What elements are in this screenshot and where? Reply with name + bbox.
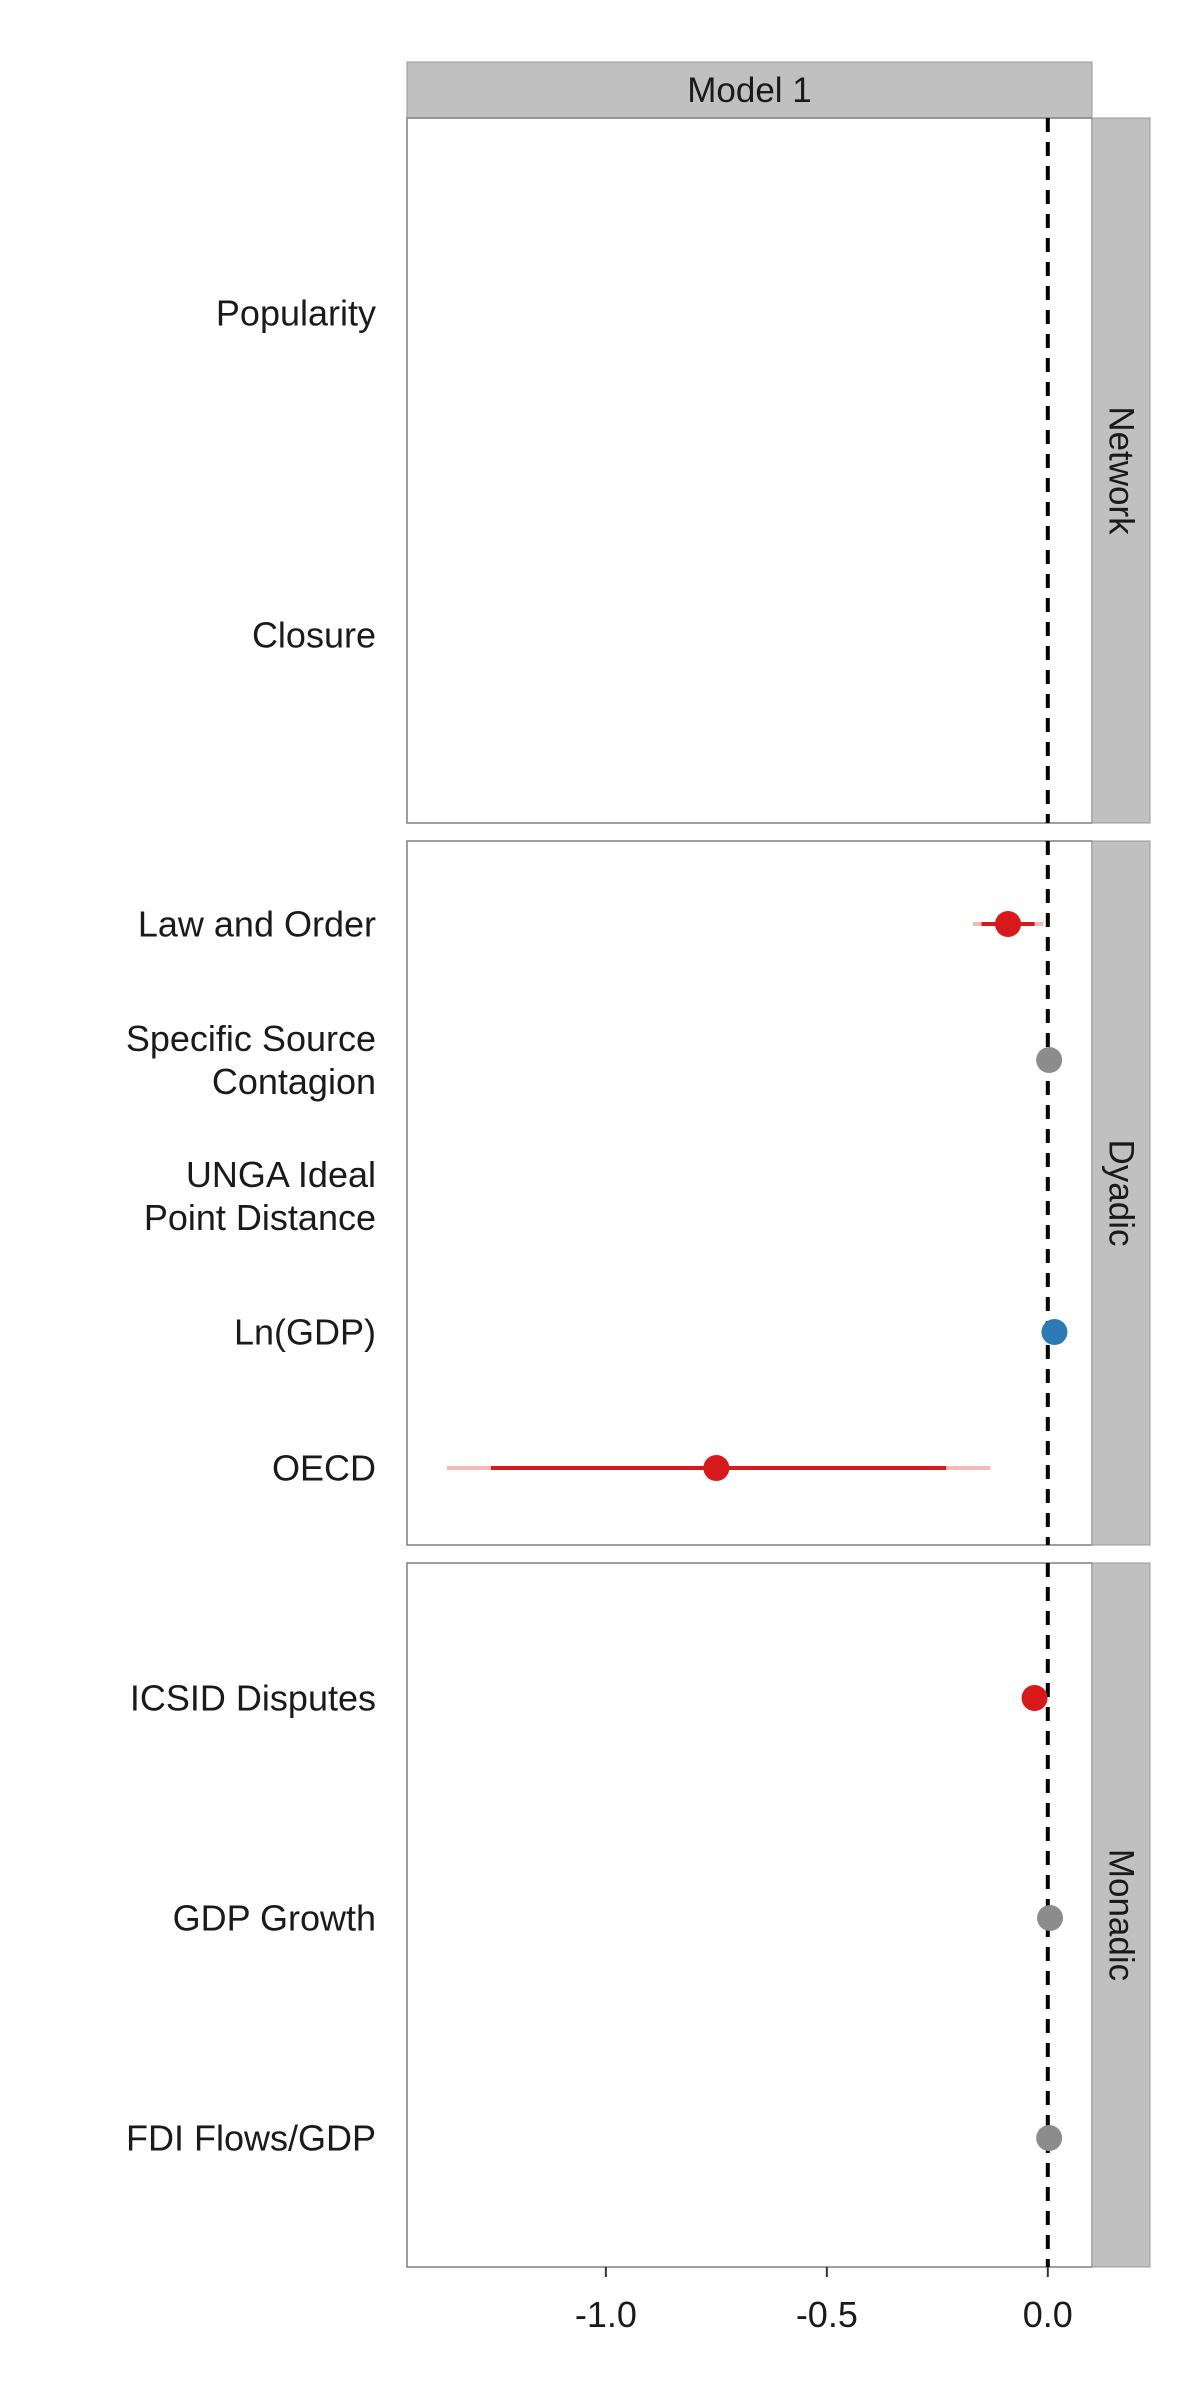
row-label: GDP Growth [173, 1898, 376, 1939]
row-label: FDI Flows/GDP [126, 2118, 376, 2159]
panel-strip [1091, 117, 1151, 824]
term-ln-gdp-: Ln(GDP) [234, 1312, 1068, 1353]
estimate-point [995, 911, 1022, 937]
term-law-and-order: Law and Order [138, 904, 1044, 945]
term-closure: Closure [252, 615, 376, 656]
x-axis: -1.0 -0.5 0.0 [575, 2267, 1073, 2335]
row-label: UNGA Ideal [186, 1154, 376, 1195]
estimate-point [1036, 2125, 1063, 2151]
estimate-point [1036, 1047, 1063, 1073]
facet-panel-dyadic: Dyadic Law and Order Specific SourceContag… [126, 840, 1151, 1546]
facet-panel-network: Network Popularity Closure [216, 117, 1151, 824]
panel-strip-label: Monadic [1102, 1849, 1141, 1981]
term-popularity: Popularity [216, 293, 376, 334]
facet-panel-monadic: Monadic ICSID Disputes GDP Growth FDI Flows… [126, 1562, 1151, 2268]
panel-border [406, 840, 1093, 1546]
term-icsid-disputes: ICSID Disputes [130, 1678, 1048, 1719]
term-oecd: OECD [272, 1448, 991, 1489]
row-label: Contagion [212, 1061, 376, 1102]
x-tick-label: -0.5 [796, 2294, 858, 2335]
row-label: Popularity [216, 293, 376, 334]
panel-strip-label: Network [1102, 406, 1141, 535]
panel-border [406, 1562, 1093, 2268]
row-label: Specific Source [126, 1018, 376, 1059]
estimate-point [703, 1455, 730, 1481]
row-label: OECD [272, 1448, 376, 1489]
row-label: Ln(GDP) [234, 1312, 376, 1353]
row-label: ICSID Disputes [130, 1678, 376, 1719]
panel-strip [1091, 1562, 1151, 2268]
model-strip-background [406, 61, 1093, 119]
estimate-point [1041, 1319, 1068, 1345]
panel-strip-label: Dyadic [1102, 1140, 1141, 1247]
estimate-point [1037, 1905, 1064, 1931]
row-label: Closure [252, 615, 376, 656]
row-label: Law and Order [138, 904, 376, 945]
row-label: Point Distance [144, 1197, 376, 1238]
term-fdi-flows-gdp: FDI Flows/GDP [126, 2118, 1063, 2159]
panel-border [406, 117, 1093, 824]
model-strip-label: Model 1 [687, 71, 812, 110]
x-tick-label: -1.0 [575, 2294, 637, 2335]
term-gdp-growth: GDP Growth [173, 1898, 1064, 1939]
panel-strip [1091, 840, 1151, 1546]
estimate-point [1021, 1685, 1048, 1711]
model-strip: Model 1 [406, 61, 1093, 119]
x-tick-label: 0.0 [1023, 2294, 1073, 2335]
